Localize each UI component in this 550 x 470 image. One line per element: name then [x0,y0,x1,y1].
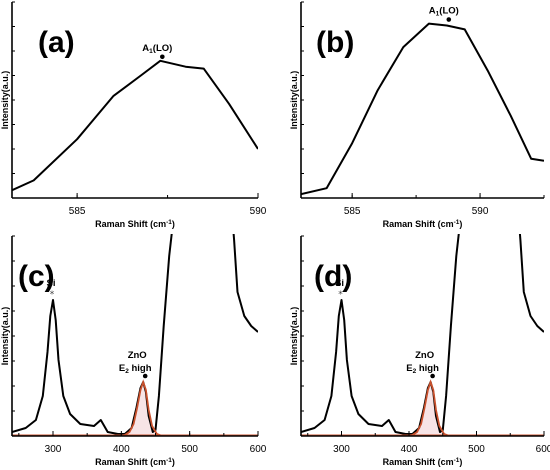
zno-label: ZnO [415,350,434,361]
x-tick-label: 300 [333,444,350,455]
si-label: Si [47,278,56,289]
x-tick-label: 500 [468,444,485,455]
y-axis-title: Intensity(a.u.) [289,71,299,130]
x-tick-label: 300 [45,444,62,455]
fit-line [117,379,170,436]
x-tick-label: 590 [472,206,489,217]
zno-peak-marker [430,373,435,379]
zno-peak-marker [142,373,148,379]
x-axis-title: Raman Shift (cm-1) [383,219,463,229]
chart-panel-4: 300 400 500 600 Raman Shift (cm-1) Intensity(… [289,234,550,467]
peak-marker [160,54,165,60]
fit-line [405,379,457,436]
x-axis-title: Raman Shift (cm-1) [95,457,175,467]
x-axis-title: Raman Shift (cm-1) [383,457,463,467]
panel-label: (d) [314,260,352,293]
y-axis-title: Intensity(a.u.) [0,71,10,130]
chart-panel-1: 585 590 Raman Shift (cm-1) Intensity(a.u.) (… [0,1,267,229]
data-line [301,22,544,196]
x-tick-label: 585 [344,206,361,217]
si-star: * [50,290,55,300]
peak-annotation: A1(LO) [429,6,459,18]
panel-label: (b) [316,26,354,59]
x-tick-label: 600 [250,444,267,455]
x-tick-label: 600 [536,444,550,455]
peak-annotation: A1(LO) [142,43,172,55]
x-tick-label: 400 [401,444,418,455]
zno-mode-label: E2 high [406,363,439,375]
x-tick-label: 500 [181,444,198,455]
x-axis-title: Raman Shift (cm-1) [95,219,175,229]
chart-panel-2: 585 590 Raman Shift (cm-1) Intensity(a.u.) (… [289,1,545,229]
si-star: * [338,290,343,300]
panel-label: (a) [38,26,75,59]
peak-marker [446,17,452,22]
data-line [12,234,258,435]
data-line [301,234,544,435]
panel-label: (c) [18,260,55,293]
x-tick-label: 400 [113,444,130,455]
zno-mode-label: E2 high [119,363,152,375]
x-tick-label: 590 [250,206,267,217]
zno-label: ZnO [128,350,147,361]
y-axis-title: Intensity(a.u.) [289,307,299,366]
x-tick-label: 585 [69,206,86,217]
fit-area [117,382,170,436]
data-line [12,59,258,192]
si-label: Si [335,278,344,289]
y-axis-title: Intensity(a.u.) [0,307,10,366]
chart-panel-3: 300 400 500 600 Raman Shift (cm-1) Intensity(… [0,234,267,467]
fit-area [405,382,457,436]
